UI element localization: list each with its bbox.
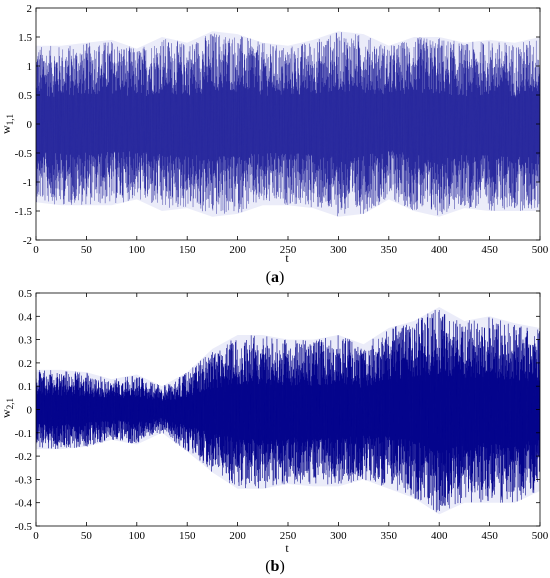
panel-b-ytick-label: -0.5 bbox=[15, 521, 33, 533]
panel-a-caption: (a) bbox=[266, 269, 285, 286]
panel-a-ytick-label: -0.5 bbox=[15, 148, 33, 160]
panel-a-plot-area bbox=[36, 8, 540, 240]
panel-a-xtick-label: 350 bbox=[381, 244, 398, 256]
panel-b-ytick-label: 0.2 bbox=[18, 358, 32, 370]
panel-b-ylabel-main: w bbox=[0, 409, 13, 418]
panel-b-ytick-label: 0.5 bbox=[18, 288, 32, 300]
panel-a-ytick-label: -1.5 bbox=[15, 206, 33, 218]
panel-b-ytick-label: -0.4 bbox=[15, 498, 33, 510]
panel-b-caption-letter: b bbox=[271, 558, 280, 575]
panel-b-xtick-label: 100 bbox=[129, 530, 146, 542]
panel-b-xtick-label: 400 bbox=[431, 530, 448, 542]
panel-a-ytick-label: 0.5 bbox=[18, 90, 32, 102]
panel-a-xtick-label: 50 bbox=[81, 244, 93, 256]
panel-a-xlabel: t bbox=[285, 251, 289, 265]
panel-b-xtick-label: 250 bbox=[280, 530, 297, 542]
panel-a-ytick-label: 1.5 bbox=[18, 32, 32, 44]
panel-b-caption: (b) bbox=[265, 558, 285, 575]
panel-b-ytick-label: -0.1 bbox=[15, 428, 32, 440]
panel-a: w1,1 t (a) 0 50 100 150 200 250 300 350 400 450 50… bbox=[0, 3, 549, 286]
panel-a-xtick-label: 0 bbox=[33, 244, 39, 256]
panel-a-envelope-band bbox=[36, 31, 540, 217]
panel-b-xtick-label: 150 bbox=[179, 530, 196, 542]
panel-a-xtick-label: 300 bbox=[330, 244, 347, 256]
panel-b-xtick-label: 50 bbox=[81, 530, 93, 542]
panel-a-ylabel-main: w bbox=[0, 125, 13, 134]
panel-a-xtick-label: 200 bbox=[229, 244, 246, 256]
panel-a-xtick-label: 150 bbox=[179, 244, 196, 256]
panel-a-ytick-label: -1 bbox=[23, 177, 32, 189]
panel-a-series-line bbox=[36, 32, 540, 217]
panel-b-xtick-label: 350 bbox=[381, 530, 398, 542]
panel-a-xtick-label: 400 bbox=[431, 244, 448, 256]
panel-a-ytick-label: -2 bbox=[23, 235, 32, 247]
panel-b-ylabel: w2,1 bbox=[0, 398, 15, 418]
panel-a-xtick-label: 450 bbox=[481, 244, 498, 256]
panel-b-ytick-label: 0.3 bbox=[18, 335, 32, 347]
panel-a-series-group bbox=[36, 31, 540, 217]
panel-b-series-group bbox=[36, 306, 540, 515]
panel-a-ytick-label: 1 bbox=[27, 61, 33, 73]
panel-a-xtick-label: 100 bbox=[129, 244, 146, 256]
panel-b-ytick-label: 0.4 bbox=[18, 311, 32, 323]
panel-b-xtick-label: 200 bbox=[229, 530, 246, 542]
panel-a-xtick-label: 500 bbox=[532, 244, 549, 256]
panel-b-series-line bbox=[36, 309, 540, 513]
panel-a-caption-letter: a bbox=[271, 269, 279, 286]
panel-b-xtick-label: 300 bbox=[330, 530, 347, 542]
panel-a-xtick-label: 250 bbox=[280, 244, 297, 256]
panel-a-ylabel: w1,1 bbox=[0, 114, 15, 134]
panel-b-ytick-label: -0.3 bbox=[15, 474, 33, 486]
panel-a-ylabel-sub: 1,1 bbox=[5, 114, 15, 125]
panel-a-ytick-label: 2 bbox=[27, 3, 33, 15]
panel-b-xtick-label: 500 bbox=[532, 530, 549, 542]
panel-b-ytick-label: -0.2 bbox=[15, 451, 32, 463]
panel-b: w2,1 t (b) 0 50 100 150 200 250 300 350 400 450 50… bbox=[0, 288, 549, 575]
panel-a-ytick-label: 0 bbox=[27, 119, 33, 131]
panel-b-ylabel-sub: 2,1 bbox=[5, 398, 15, 409]
panel-b-xtick-label: 450 bbox=[481, 530, 498, 542]
panel-b-xlabel: t bbox=[285, 541, 289, 555]
panel-b-ytick-label: 0 bbox=[27, 405, 33, 417]
panel-b-xtick-label: 0 bbox=[33, 530, 39, 542]
panel-b-ytick-label: 0.1 bbox=[18, 381, 32, 393]
